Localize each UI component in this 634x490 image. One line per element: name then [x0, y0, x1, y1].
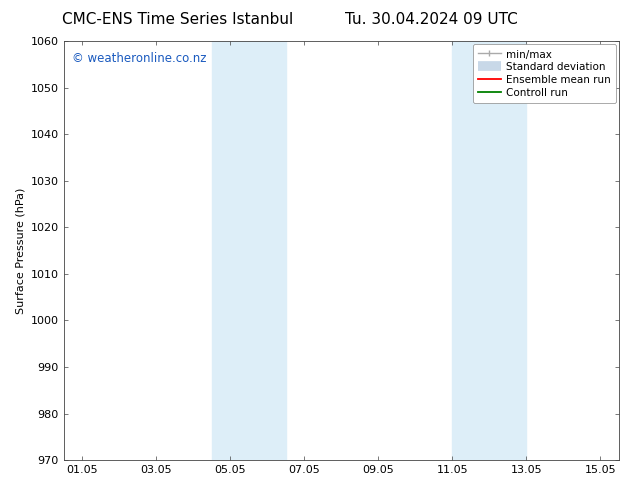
- Bar: [453, 41, 526, 460]
- Text: © weatheronline.co.nz: © weatheronline.co.nz: [72, 51, 207, 65]
- Bar: [212, 41, 286, 460]
- Legend: min/max, Standard deviation, Ensemble mean run, Controll run: min/max, Standard deviation, Ensemble me…: [472, 44, 616, 103]
- Text: CMC-ENS Time Series Istanbul: CMC-ENS Time Series Istanbul: [62, 12, 293, 27]
- Y-axis label: Surface Pressure (hPa): Surface Pressure (hPa): [15, 187, 25, 314]
- Text: Tu. 30.04.2024 09 UTC: Tu. 30.04.2024 09 UTC: [345, 12, 517, 27]
